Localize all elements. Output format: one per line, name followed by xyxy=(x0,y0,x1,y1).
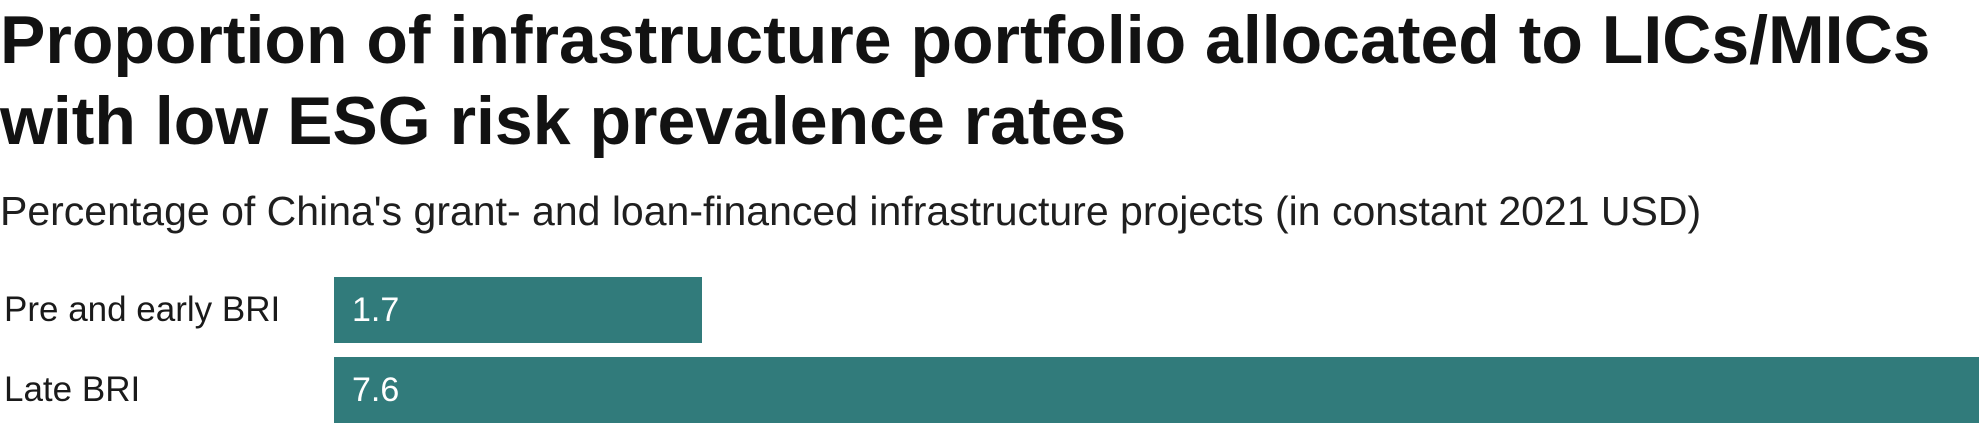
category-label: Late BRI xyxy=(4,370,141,409)
category-label: Pre and early BRI xyxy=(4,290,281,329)
bar-chart: Pre and early BRI 1.7 Late BRI 7.6 xyxy=(0,270,1979,423)
chart-title-line-1: Proportion of infrastructure portfolio a… xyxy=(0,2,1931,78)
chart-title: Proportion of infrastructure portfolio a… xyxy=(0,0,1979,162)
bar: 1.7 xyxy=(334,277,702,343)
bar: 7.6 xyxy=(334,357,1979,423)
bar-row: Late BRI 7.6 xyxy=(0,357,1979,423)
bar-value-label: 7.6 xyxy=(352,371,400,409)
chart-title-line-2: with low ESG risk prevalence rates xyxy=(0,83,1127,159)
chart-subtitle: Percentage of China's grant- and loan-fi… xyxy=(0,188,1702,234)
bar-row: Pre and early BRI 1.7 xyxy=(0,277,1979,343)
bar-value-label: 1.7 xyxy=(352,291,400,329)
